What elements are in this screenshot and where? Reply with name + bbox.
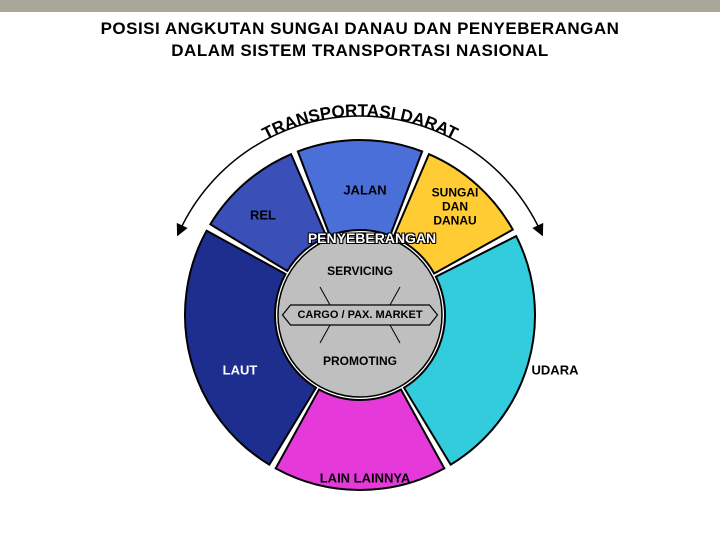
top-bar xyxy=(0,0,720,12)
label-laut: LAUT xyxy=(223,363,258,378)
transport-diagram: TRANSPORTASI DARAT JALANSUNGAIDANDANAURE… xyxy=(110,100,610,520)
center-label-cargo: CARGO / PAX. MARKET xyxy=(297,309,422,321)
center-label-promoting: PROMOTING xyxy=(323,354,397,368)
page-title: POSISI ANGKUTAN SUNGAI DANAU DAN PENYEBE… xyxy=(0,18,720,62)
label-lain-lainnya: LAIN LAINNYA xyxy=(320,471,411,486)
center-label-servicing: SERVICING xyxy=(327,264,393,278)
title-line-1: POSISI ANGKUTAN SUNGAI DANAU DAN PENYEBE… xyxy=(101,19,620,38)
title-line-2: DALAM SISTEM TRANSPORTASI NASIONAL xyxy=(171,41,548,60)
label-udara: UDARA xyxy=(532,363,579,378)
label-rel: REL xyxy=(250,208,276,223)
label-sungai-dan-danau: SUNGAIDANDANAU xyxy=(432,186,479,227)
label-penyeberangan: PENYEBERANGAN xyxy=(308,230,436,246)
label-jalan: JALAN xyxy=(343,183,386,198)
